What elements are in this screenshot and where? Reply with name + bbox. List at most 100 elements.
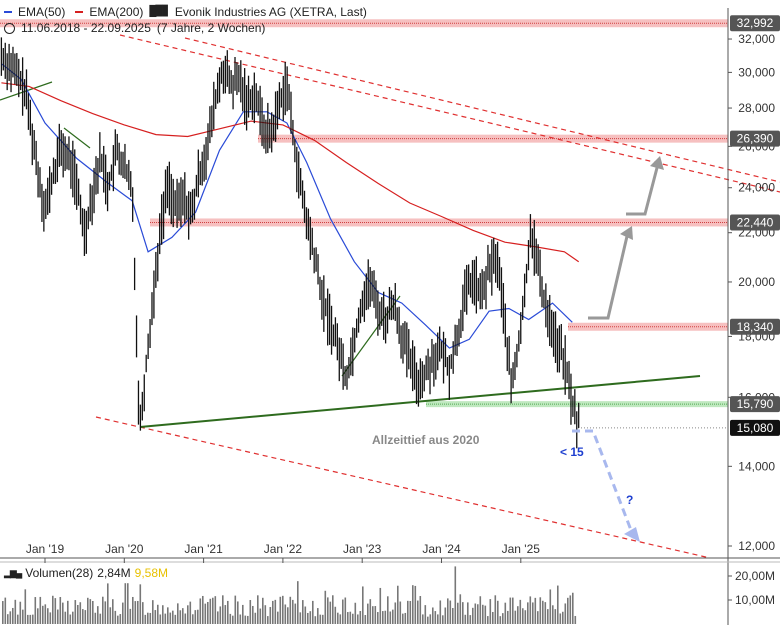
volume-bar: [144, 614, 147, 624]
volume-bar: [142, 602, 144, 624]
volume-bar: [122, 602, 124, 624]
clock-icon: [4, 22, 15, 34]
volume-bar: [139, 584, 142, 624]
volume-bar: [217, 611, 219, 624]
volume-bar: [152, 600, 154, 624]
scenario-arrowhead-1: [620, 226, 633, 240]
y-tick-label: 30,000: [738, 65, 775, 79]
volume-bar: [372, 606, 374, 624]
volume-bar: [199, 598, 202, 624]
volume-bar: [422, 614, 424, 624]
trend-lines: [0, 34, 780, 559]
volume-bar: [132, 596, 134, 624]
volume-bar: [452, 608, 454, 624]
volume-bar: [42, 605, 44, 624]
price-level-label: 15,080: [737, 421, 774, 435]
volume-bar: [232, 615, 234, 624]
short-trendline-2: [63, 127, 91, 149]
volume-bar: [309, 611, 312, 624]
volume-bar: [212, 597, 214, 624]
volume-bar: [429, 614, 432, 624]
volume-bar: [104, 601, 107, 624]
chart-legend: EMA(50) EMA(200) █▉▊ Evonik Industries A…: [4, 4, 367, 36]
volume-bar: [47, 608, 49, 624]
volume-bar: [167, 607, 169, 624]
y-tick-label: 32,000: [738, 32, 775, 46]
volume-bar: [157, 604, 159, 624]
volume-bar: [299, 612, 302, 624]
volume-bar: [107, 583, 109, 624]
volume-bar: [537, 611, 539, 624]
volume-bar: [254, 612, 257, 624]
volume-bar: [169, 612, 172, 624]
volume-y-tick-label: 10,00M: [735, 593, 775, 607]
volume-bar: [89, 599, 92, 624]
volume-bar: [197, 609, 199, 624]
volume-bar: [319, 614, 322, 624]
y-tick-label: 28,000: [738, 101, 775, 115]
volume-bar: [562, 611, 564, 624]
volume-bar: [354, 602, 357, 624]
volume-bar: [237, 601, 239, 624]
volume-bar: [282, 595, 284, 624]
volume-bar: [27, 614, 29, 624]
volume-bar: [364, 615, 367, 624]
x-tick-label: Jan '20: [105, 542, 144, 556]
volume-bar: [497, 600, 499, 624]
volume-bar: [187, 605, 189, 624]
volume-bar: [92, 600, 94, 624]
volume-bar: [329, 601, 332, 624]
volume-bar: [207, 602, 209, 624]
volume-bar: [494, 595, 497, 624]
volume-bar: [569, 595, 572, 624]
price-level-box: [730, 15, 780, 32]
volume-bar: [342, 599, 344, 624]
volume-y-tick-label: 20,00M: [735, 569, 775, 583]
volume-bar: [437, 614, 439, 624]
volume-bar: [279, 596, 282, 624]
volume-bar: [109, 607, 112, 624]
volume-bar: [59, 596, 62, 624]
volume-bar: [469, 615, 472, 624]
volume-bar: [307, 612, 309, 624]
volume-bar: [194, 610, 197, 624]
volume-bar: [272, 600, 274, 624]
volume-bar: [52, 595, 54, 624]
volume-bar: [222, 595, 224, 624]
volume-bar: [149, 612, 152, 624]
volume-bar: [209, 598, 212, 624]
volume-bar: [434, 611, 437, 624]
volume-bar: [294, 603, 297, 624]
volume-bar: [377, 612, 379, 624]
volume-bar: [39, 596, 42, 624]
volume-bar: [567, 597, 569, 624]
volume-bar: [369, 599, 372, 624]
volume-bar: [547, 609, 549, 624]
volume-bar: [524, 610, 527, 624]
volume-bar: [409, 600, 412, 624]
volume-bar: [489, 599, 492, 624]
volume-bar: [94, 612, 97, 624]
volume-bar: [172, 610, 174, 624]
volume-bar: [87, 597, 89, 624]
volume-bar: [427, 616, 429, 624]
volume-icon: ▂▆▄: [4, 567, 22, 578]
volume-bar: [82, 609, 84, 624]
volume-bar: [352, 613, 354, 624]
volume-bar: [262, 597, 264, 624]
volume-bar: [312, 600, 314, 624]
volume-bar: [97, 606, 99, 624]
volume-bar: [99, 613, 102, 624]
volume-bar: [202, 595, 204, 624]
volume-bar: [467, 602, 469, 624]
volume-bar: [574, 615, 577, 624]
volume-bar: [292, 599, 294, 624]
volume-bar: [192, 614, 194, 624]
price-level-box: [730, 318, 780, 335]
volume-bar: [119, 614, 122, 624]
volume-bar: [339, 614, 342, 624]
ema200-line: [1, 82, 580, 263]
volume-bar: [479, 596, 482, 624]
volume-bar: [502, 613, 504, 624]
